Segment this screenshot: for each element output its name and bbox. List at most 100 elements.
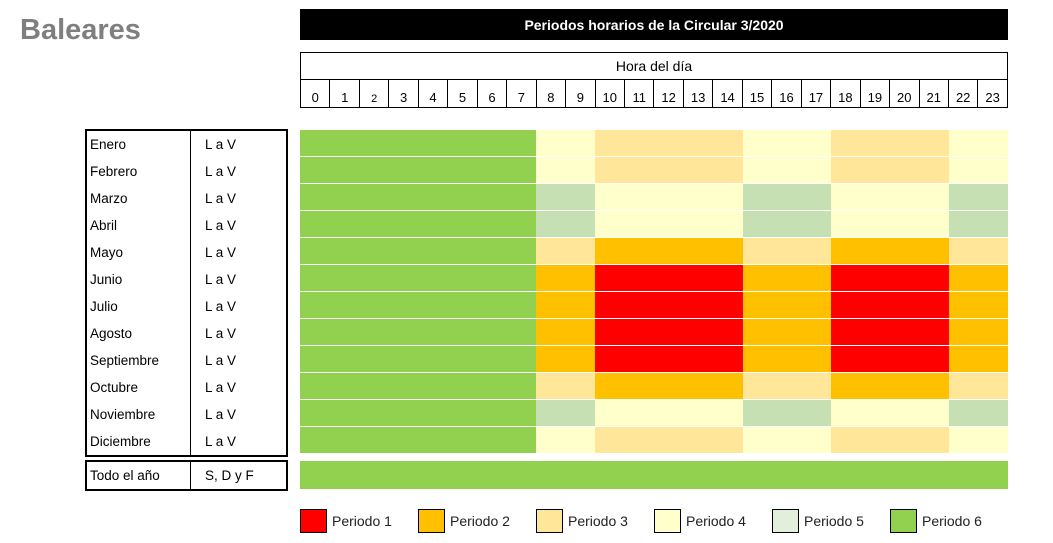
heatmap-cell bbox=[536, 373, 566, 399]
month-label: Julio bbox=[87, 293, 191, 320]
hour-tick-label: 22 bbox=[947, 80, 977, 107]
heatmap-cell bbox=[300, 427, 330, 453]
heatmap-cell bbox=[890, 157, 920, 183]
heatmap-cell bbox=[772, 211, 802, 237]
heatmap-cell bbox=[624, 265, 654, 291]
legend-label: Periodo 5 bbox=[804, 513, 864, 529]
heatmap-cell bbox=[418, 292, 448, 318]
heatmap-cell bbox=[890, 265, 920, 291]
hour-tick-label: 4 bbox=[417, 80, 447, 107]
heatmap-cell bbox=[329, 238, 359, 264]
heatmap-cell bbox=[388, 427, 418, 453]
heatmap-cell bbox=[329, 157, 359, 183]
heatmap-cell bbox=[536, 346, 566, 372]
heatmap-cell bbox=[536, 211, 566, 237]
heatmap-cell bbox=[359, 265, 389, 291]
heatmap-cell bbox=[447, 157, 477, 183]
heatmap-cell bbox=[300, 292, 330, 318]
heatmap-cell bbox=[801, 346, 831, 372]
heatmap-cell bbox=[300, 157, 330, 183]
heatmap-cell bbox=[654, 211, 684, 237]
heatmap-cell bbox=[595, 157, 625, 183]
days-label: L a V bbox=[205, 164, 237, 179]
heatmap-cell bbox=[418, 427, 448, 453]
legend-swatch bbox=[654, 509, 681, 533]
heatmap-row bbox=[300, 184, 1008, 210]
heatmap-cell bbox=[742, 130, 772, 156]
heatmap-cell bbox=[359, 292, 389, 318]
heatmap-cell bbox=[683, 319, 713, 345]
hour-tick-label: 6 bbox=[476, 80, 506, 107]
heatmap-cell bbox=[949, 346, 979, 372]
heatmap-cell bbox=[831, 211, 861, 237]
heatmap-cell bbox=[683, 346, 713, 372]
weekend-row: Todo el año S, D y F bbox=[87, 462, 286, 489]
month-label: Marzo bbox=[87, 185, 191, 212]
heatmap-cell bbox=[713, 427, 743, 453]
heatmap-cell bbox=[654, 400, 684, 426]
heatmap-cell bbox=[624, 319, 654, 345]
month-label: Mayo bbox=[87, 239, 191, 266]
month-label: Noviembre bbox=[87, 401, 191, 428]
heatmap-cell bbox=[565, 211, 595, 237]
heatmap-cell bbox=[949, 265, 979, 291]
days-label: L a V bbox=[205, 407, 237, 422]
legend-swatch bbox=[772, 509, 799, 533]
heatmap-cell bbox=[890, 346, 920, 372]
heatmap-cell bbox=[477, 373, 507, 399]
heatmap-cell bbox=[388, 319, 418, 345]
heatmap-cell bbox=[654, 373, 684, 399]
heatmap-cell bbox=[447, 238, 477, 264]
heatmap-row bbox=[300, 238, 1008, 264]
legend-item: Periodo 6 bbox=[890, 509, 1008, 533]
month-row: Septiembre L a V bbox=[87, 347, 286, 374]
heatmap-cell bbox=[388, 400, 418, 426]
heatmap-cell bbox=[329, 265, 359, 291]
heatmap-cell bbox=[300, 130, 330, 156]
heatmap-cell bbox=[624, 184, 654, 210]
heatmap-cell bbox=[388, 157, 418, 183]
heatmap-row bbox=[300, 400, 1008, 426]
heatmap-cell bbox=[949, 427, 979, 453]
heatmap-cell bbox=[329, 211, 359, 237]
heatmap-cell bbox=[418, 211, 448, 237]
heatmap-cell bbox=[536, 157, 566, 183]
hour-tick-label: 14 bbox=[712, 80, 741, 107]
month-label: Abril bbox=[87, 212, 191, 239]
heatmap-cell bbox=[860, 292, 890, 318]
heatmap-cell bbox=[506, 346, 536, 372]
heatmap-cell bbox=[860, 265, 890, 291]
hour-tick-label: 8 bbox=[535, 80, 565, 107]
heatmap-cell bbox=[683, 265, 713, 291]
region-title: Baleares bbox=[20, 14, 141, 46]
heatmap-cell bbox=[595, 346, 625, 372]
heatmap-cell bbox=[300, 346, 330, 372]
heatmap-cell bbox=[477, 157, 507, 183]
heatmap-cell bbox=[329, 400, 359, 426]
heatmap-cell bbox=[447, 211, 477, 237]
legend-label: Periodo 1 bbox=[332, 513, 392, 529]
heatmap-cell bbox=[506, 184, 536, 210]
hour-tick-label: 10 bbox=[594, 80, 624, 107]
heatmap-cell bbox=[477, 130, 507, 156]
heatmap-cell bbox=[683, 184, 713, 210]
heatmap-cell bbox=[359, 373, 389, 399]
heatmap-cell bbox=[595, 400, 625, 426]
x-axis-label: Hora del día bbox=[301, 53, 1007, 80]
heatmap-cell bbox=[300, 238, 330, 264]
heatmap-cell bbox=[595, 238, 625, 264]
month-row: Mayo L a V bbox=[87, 239, 286, 266]
heatmap-cell bbox=[949, 292, 979, 318]
heatmap-cell bbox=[978, 292, 1008, 318]
heatmap-cell bbox=[860, 319, 890, 345]
heatmap-cell bbox=[565, 157, 595, 183]
heatmap-cell bbox=[831, 346, 861, 372]
hour-tick-label: 20 bbox=[889, 80, 918, 107]
heatmap-cell bbox=[978, 211, 1008, 237]
heatmap-cell bbox=[890, 373, 920, 399]
heatmap-cell bbox=[713, 373, 743, 399]
heatmap-row bbox=[300, 346, 1008, 372]
heatmap-cell bbox=[447, 373, 477, 399]
heatmap-cell bbox=[477, 265, 507, 291]
heatmap-cell bbox=[447, 346, 477, 372]
